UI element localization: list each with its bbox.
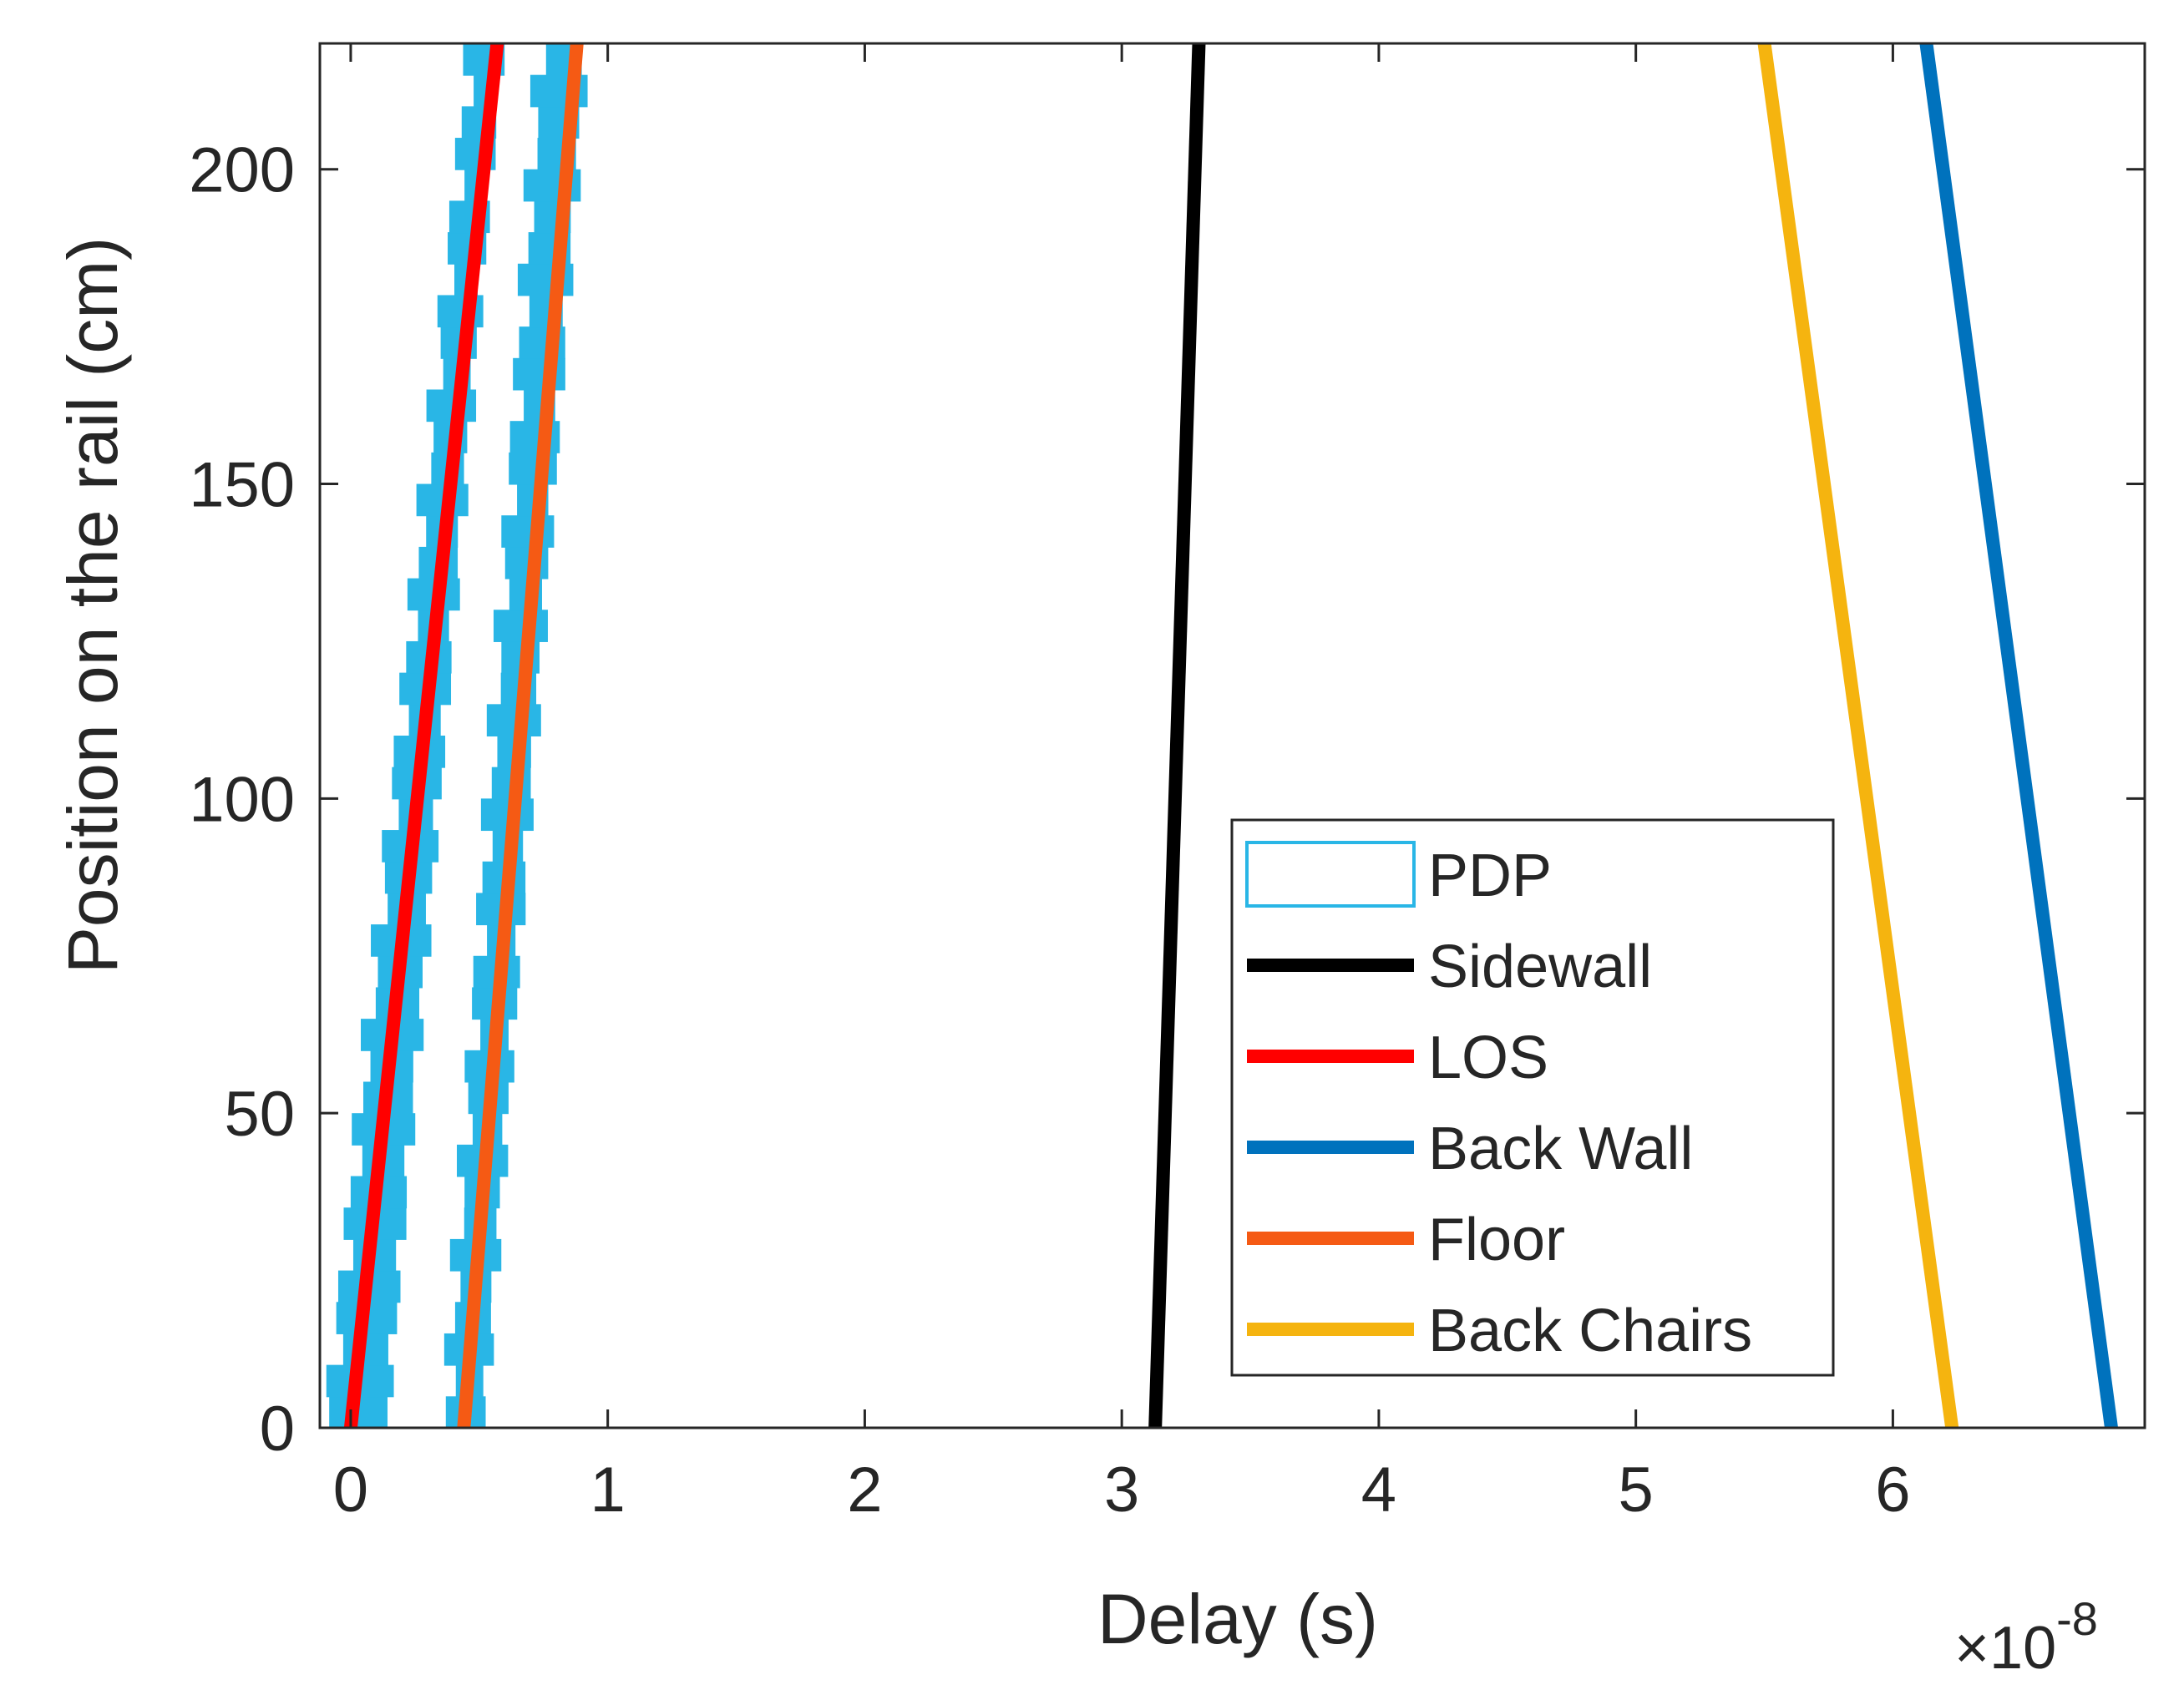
x-tick-label: 4 (1361, 1455, 1396, 1526)
axes-frame (318, 42, 2146, 1429)
legend: PDP Sidewall LOS Back Wall Floor Back Chairs (1230, 818, 1835, 1377)
pdp-segment (486, 704, 541, 736)
x-tick-label: 1 (590, 1455, 626, 1526)
legend-label: Back Wall (1428, 1116, 1693, 1182)
legend-item-back-chairs: Back Chairs (1247, 1298, 1752, 1364)
y-tick-label: 100 (189, 764, 295, 835)
legend-item-pdp: PDP (1245, 841, 1552, 909)
x-axis-multiplier-exponent: -8 (2056, 1592, 2098, 1645)
x-tick-label: 6 (1875, 1455, 1910, 1526)
series-line-floor (457, 43, 584, 1428)
pdp-segment (493, 610, 548, 642)
x-tick-label: 3 (1104, 1455, 1139, 1526)
legend-item-los: LOS (1247, 1025, 1548, 1091)
x-tick-label: 5 (1619, 1455, 1654, 1526)
series-line-back-wall (1919, 43, 2118, 1428)
x-axis-multiplier: ×10-8 (1954, 1592, 2098, 1682)
y-tick-label: 50 (224, 1079, 295, 1150)
x-tick-label: 0 (333, 1455, 368, 1526)
ticks: 0 1 2 3 4 5 6 0 50 100 150 200 (189, 43, 2145, 1526)
pdp-segment (501, 515, 555, 548)
legend-item-sidewall: Sidewall (1247, 934, 1652, 1000)
x-tick-label: 2 (847, 1455, 882, 1526)
legend-swatch (1245, 841, 1416, 908)
series-line-sidewall (1148, 43, 1206, 1428)
series-line-los (343, 43, 504, 1428)
legend-item-back-wall: Back Wall (1247, 1116, 1693, 1182)
axes-box (318, 42, 2146, 1429)
legend-label: Back Chairs (1428, 1298, 1752, 1364)
x-axis-multiplier-base: ×10 (1954, 1615, 2056, 1682)
plot-area (326, 43, 2118, 1428)
y-axis-label: Position on the rail (cm) (53, 237, 132, 974)
x-axis-label: Delay (s) (1097, 1580, 1378, 1658)
series-line-back-chairs (1757, 43, 1959, 1428)
legend-label: Sidewall (1428, 934, 1652, 1000)
plot-inner (326, 43, 2118, 1428)
y-tick-label: 200 (189, 135, 295, 206)
y-tick-label: 0 (260, 1394, 295, 1465)
legend-label: Floor (1428, 1207, 1565, 1273)
legend-item-floor: Floor (1247, 1207, 1565, 1273)
legend-label: PDP (1428, 842, 1552, 909)
legend-box (1230, 818, 1835, 1377)
legend-label: LOS (1428, 1025, 1548, 1091)
y-tick-label: 150 (189, 450, 295, 521)
